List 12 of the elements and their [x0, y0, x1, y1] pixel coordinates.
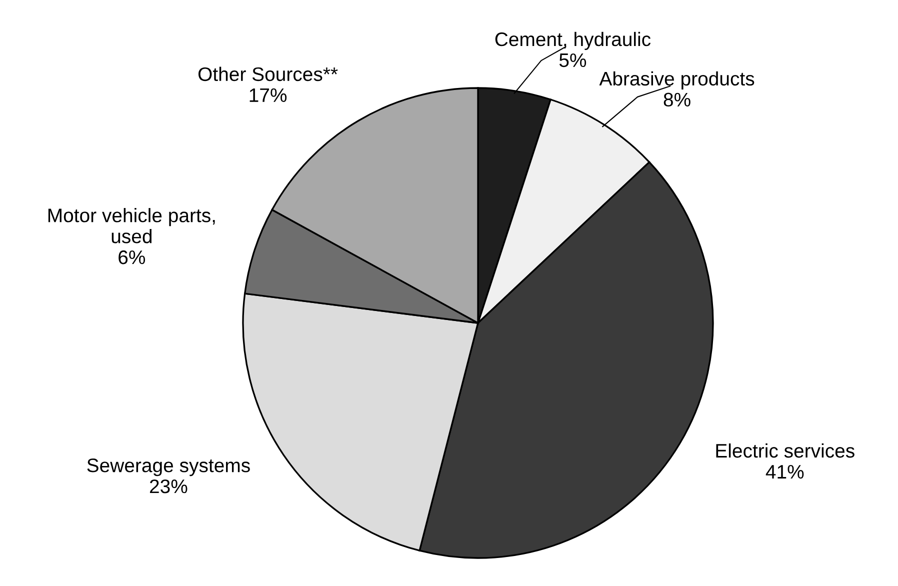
- slice-label: Other Sources**: [198, 66, 338, 82]
- data-label: 23%: [150, 479, 188, 494]
- data-label: 8%: [664, 92, 690, 107]
- slice-label: Electric services: [716, 443, 854, 458]
- slice-label: Cement, hydraulic: [495, 32, 651, 50]
- slice-label: Sewerage systems: [87, 458, 250, 476]
- data-label: 17%: [250, 88, 287, 102]
- data-label: 41%: [766, 464, 804, 479]
- slice-label: Abrasive products: [599, 71, 754, 90]
- slice-label: Motor vehicle parts, used: [48, 208, 215, 244]
- data-label: 5%: [559, 53, 586, 68]
- data-label: 6%: [118, 250, 146, 264]
